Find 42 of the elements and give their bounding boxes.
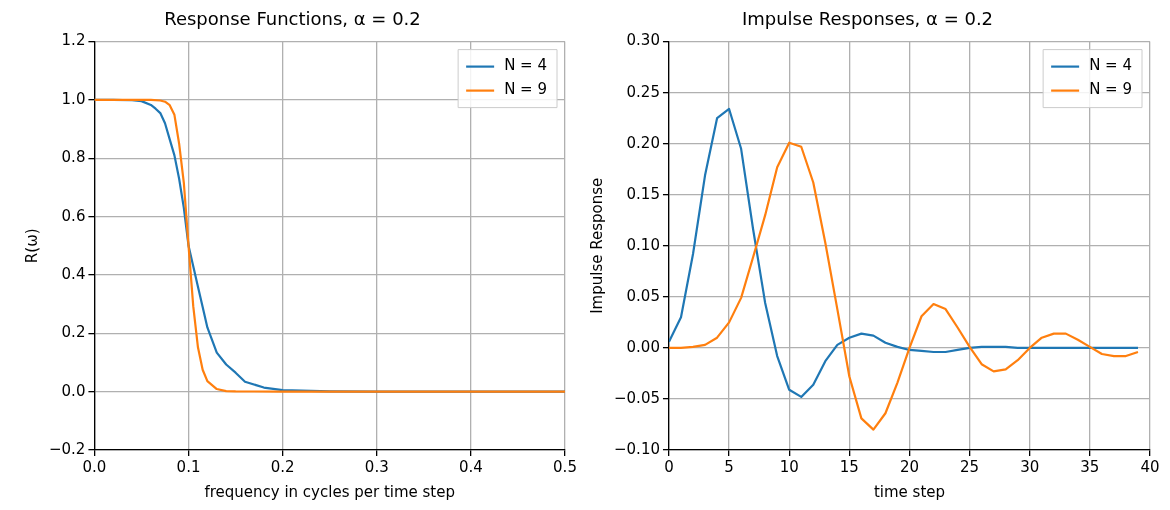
x-tick-label: 0.5 bbox=[553, 457, 577, 476]
y-axis-title: R(ω) bbox=[22, 228, 41, 264]
y-tick-label: −0.2 bbox=[48, 439, 86, 458]
x-tick-label: 0.0 bbox=[82, 457, 107, 476]
legend-label: N = 4 bbox=[1089, 56, 1133, 75]
legend-label: N = 4 bbox=[504, 56, 548, 75]
y-tick-label: −0.05 bbox=[614, 388, 660, 407]
y-tick-label: 0.4 bbox=[61, 264, 86, 283]
x-tick-label: 25 bbox=[960, 457, 980, 476]
y-tick-label: 0.6 bbox=[61, 206, 86, 225]
y-tick-label: 0.20 bbox=[626, 133, 660, 152]
y-tick-label: 0.8 bbox=[61, 148, 86, 167]
x-axis-title: time step bbox=[873, 482, 946, 501]
legend-label: N = 9 bbox=[1089, 80, 1133, 99]
x-tick-label: 10 bbox=[779, 457, 799, 476]
x-tick-label: 0.4 bbox=[458, 457, 483, 476]
x-tick-label: 40 bbox=[1140, 457, 1160, 476]
y-tick-label: −0.10 bbox=[614, 439, 660, 458]
y-tick-label: 0.2 bbox=[61, 323, 86, 342]
y-tick-label: 0.0 bbox=[61, 381, 86, 400]
y-tick-label: 0.30 bbox=[626, 31, 660, 50]
x-tick-label: 0 bbox=[664, 457, 674, 476]
y-tick-label: 0.25 bbox=[626, 82, 660, 101]
y-tick-label: 0.00 bbox=[626, 337, 660, 356]
x-tick-label: 20 bbox=[899, 457, 920, 476]
chart-title: Impulse Responses, α = 0.2 bbox=[741, 8, 994, 30]
x-tick-label: 0.1 bbox=[176, 457, 201, 476]
y-tick-label: 0.10 bbox=[626, 235, 660, 254]
x-tick-label: 30 bbox=[1020, 457, 1040, 476]
x-axis-title: frequency in cycles per time step bbox=[204, 482, 456, 501]
y-tick-label: 0.05 bbox=[626, 286, 660, 305]
x-tick-label: 15 bbox=[839, 457, 859, 476]
y-tick-label: 1.0 bbox=[61, 89, 86, 108]
y-tick-label: 1.2 bbox=[61, 31, 86, 50]
x-tick-label: 35 bbox=[1080, 457, 1100, 476]
y-tick-label: 0.15 bbox=[626, 184, 660, 203]
x-tick-label: 5 bbox=[724, 457, 734, 476]
x-tick-label: 0.3 bbox=[364, 457, 389, 476]
x-tick-label: 0.2 bbox=[270, 457, 295, 476]
legend-label: N = 9 bbox=[504, 80, 548, 99]
chart-title: Response Functions, α = 0.2 bbox=[164, 8, 421, 30]
y-axis-title: Impulse Response bbox=[587, 177, 606, 314]
